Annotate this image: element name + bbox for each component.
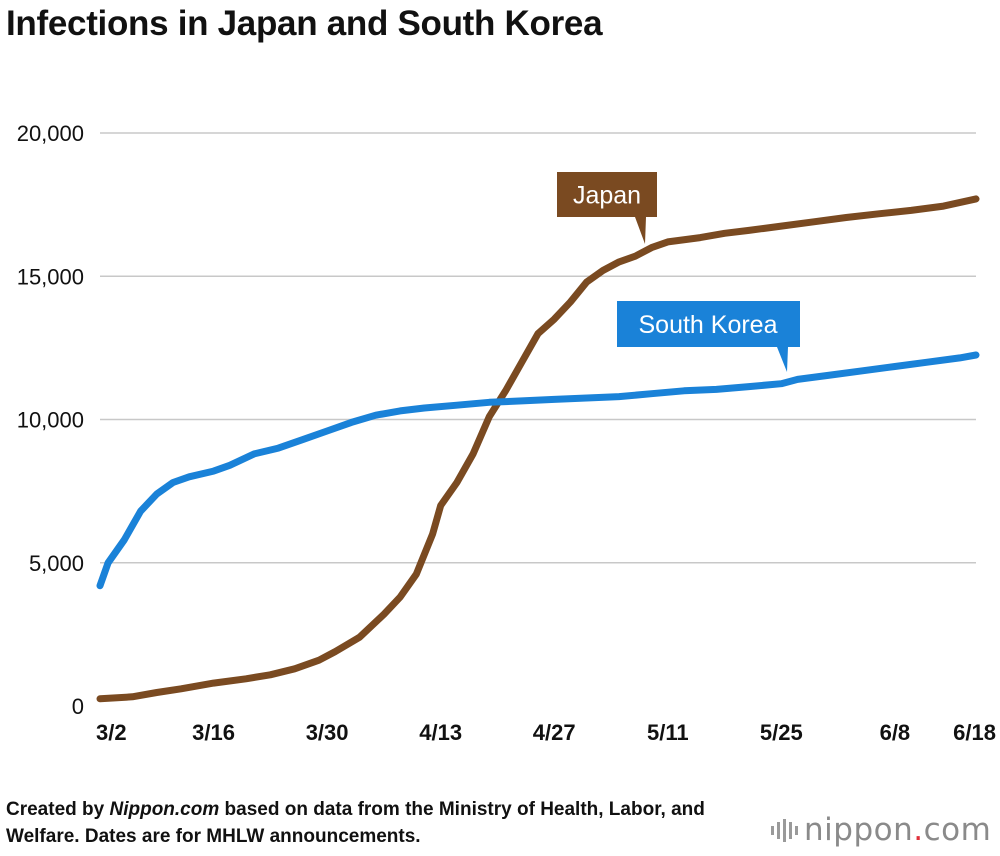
series-labels: Japan South Korea <box>557 172 800 372</box>
y-tick-label: 15,000 <box>17 264 84 289</box>
x-tick-label: 5/11 <box>647 720 689 745</box>
x-tick-label: 3/16 <box>192 720 235 745</box>
callout-japan <box>557 172 657 244</box>
caption-suffix: based on data from the Ministry of Healt… <box>6 799 705 847</box>
gridlines <box>100 132 976 564</box>
y-tick-label: 5,000 <box>29 551 84 576</box>
line-chart: 0 5,000 10,000 15,000 20,000 3/2 3/16 3/30 4/13… <box>17 121 996 745</box>
x-tick-label: 4/27 <box>533 720 576 745</box>
x-tick-label: 6/8 <box>880 720 911 745</box>
x-tick-label: 6/18 <box>953 720 996 745</box>
logo-dot: . <box>913 812 924 848</box>
logo-bars-icon <box>771 819 798 842</box>
y-tick-label: 20,000 <box>17 121 84 146</box>
callout-label-south-korea: South Korea <box>639 311 778 339</box>
series-line-south-korea <box>96 351 980 590</box>
caption-prefix: Created by <box>6 799 110 820</box>
logo-wordmark: nippon.com <box>804 812 991 848</box>
caption-source: Nippon.com <box>109 799 220 820</box>
x-tick-label: 4/13 <box>419 720 462 745</box>
x-axis-ticks: 3/2 3/16 3/30 4/13 4/27 5/11 5/25 6/8 6/18 <box>96 720 996 745</box>
source-caption: Created by Nippon.com based on data from… <box>6 796 766 850</box>
x-tick-label: 3/30 <box>306 720 349 745</box>
callout-label-japan: Japan <box>573 182 641 210</box>
nippon-logo: nippon.com <box>770 812 991 848</box>
logo-name: nippon <box>804 812 914 848</box>
x-tick-label: 3/2 <box>96 720 127 745</box>
x-tick-label: 5/25 <box>760 720 803 745</box>
chart-title: Infections in Japan and South Korea <box>6 4 603 43</box>
callout-south-korea <box>617 301 800 372</box>
y-axis-ticks: 0 5,000 10,000 15,000 20,000 <box>17 121 84 719</box>
series-line-japan <box>96 195 980 703</box>
logo-tld: com <box>923 812 992 848</box>
y-tick-label: 0 <box>72 694 84 719</box>
y-tick-label: 10,000 <box>17 408 84 433</box>
series-lines <box>96 195 980 703</box>
